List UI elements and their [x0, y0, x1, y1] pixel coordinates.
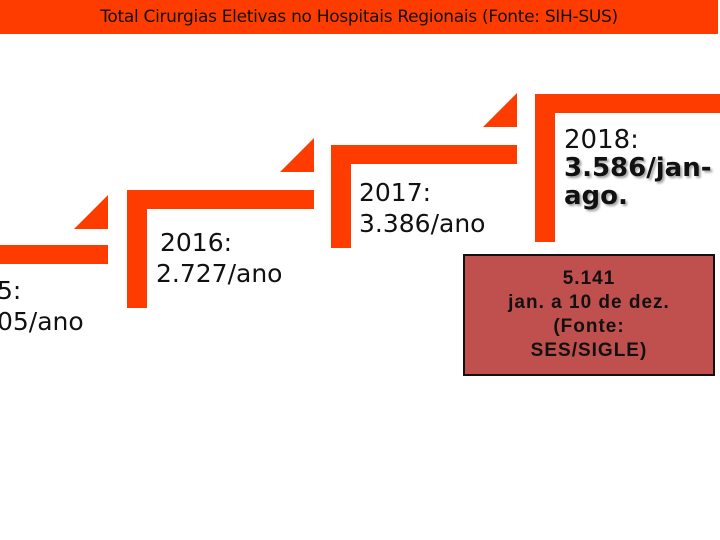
- callout-line-4: SES/SIGLE): [530, 340, 648, 361]
- step-2-year: 2016:: [160, 228, 233, 257]
- step-4-value-line1: 3.586/jan-: [564, 153, 712, 183]
- step-4-bar: [535, 94, 720, 113]
- step-1-label: 5: 05/ano: [0, 275, 84, 337]
- step-3-year: 2017:: [359, 178, 432, 207]
- title-banner: Total Cirurgias Eletivas no Hospitais Re…: [0, 0, 718, 34]
- step-1-bar: [0, 245, 108, 264]
- step-4-riser: [535, 94, 555, 242]
- callout-line-3: (Fonte:: [553, 316, 625, 337]
- step-3-bar: [331, 145, 517, 164]
- step-2-label: 2016: 2.727/ano: [156, 227, 282, 289]
- step-1-arrow: [74, 195, 108, 229]
- step-1-value: 05/ano: [0, 307, 84, 336]
- step-1-year: 5:: [0, 276, 22, 305]
- page-title: Total Cirurgias Eletivas no Hospitais Re…: [100, 7, 618, 27]
- step-4-label: 2018: 3.586/jan- ago.: [564, 126, 712, 210]
- step-3-value: 3.386/ano: [359, 209, 486, 238]
- step-4-value-line2: ago.: [564, 181, 628, 211]
- step-2-riser: [127, 190, 147, 308]
- callout-box: 5.141 jan. a 10 de dez. (Fonte: SES/SIGL…: [463, 254, 715, 376]
- callout-line-2: jan. a 10 de dez.: [508, 292, 670, 313]
- step-2-arrow: [280, 138, 314, 172]
- step-2-value: 2.727/ano: [156, 259, 283, 288]
- step-3-label: 2017: 3.386/ano: [359, 177, 485, 239]
- step-2-bar: [127, 190, 314, 209]
- step-4-year: 2018:: [564, 125, 639, 155]
- callout-line-1: 5.141: [562, 268, 616, 289]
- step-3-riser: [331, 145, 351, 248]
- step-3-arrow: [483, 93, 517, 127]
